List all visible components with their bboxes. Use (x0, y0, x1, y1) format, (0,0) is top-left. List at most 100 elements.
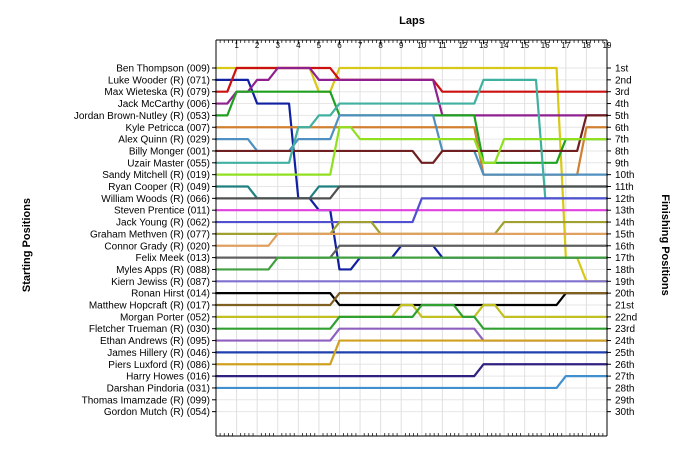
lap-tick-label: 14 (500, 41, 509, 50)
lap-tick-label: 3 (276, 41, 281, 50)
finish-position-label: 21st (615, 301, 634, 312)
driver-line (214, 303, 609, 318)
start-position-label: Steven Prentice (011) (114, 206, 210, 217)
x-axis-title: Laps (399, 15, 425, 27)
driver-line (214, 256, 609, 271)
start-position-label: Kiern Jewiss (R) (087) (111, 277, 210, 288)
finish-position-label: 8th (615, 146, 629, 157)
driver-line (214, 292, 609, 307)
start-position-label: Jack McCarthy (006) (118, 99, 210, 110)
driver-line (214, 339, 609, 366)
driver-line (214, 185, 609, 200)
start-position-label: Darshan Pindoria (031) (107, 383, 210, 394)
right-axis-title: Finishing Positions (659, 194, 671, 295)
finish-position-label: 22nd (615, 312, 637, 323)
start-position-label: Piers Luxford (R) (086) (108, 360, 210, 371)
finish-position-label: 2nd (615, 75, 632, 86)
driver-line (214, 232, 609, 247)
lap-tick-label: 19 (603, 41, 612, 50)
start-position-label: Harry Howes (016) (126, 372, 210, 383)
finish-position-label: 30th (615, 407, 634, 418)
driver-line (214, 126, 609, 176)
start-position-label: William Woods (R) (066) (101, 194, 210, 205)
start-position-label: Alex Quinn (R) (029) (118, 135, 210, 146)
finish-position-label: 9th (615, 158, 629, 169)
driver-line (214, 78, 609, 200)
lap-tick-label: 5 (317, 41, 322, 50)
lap-tick-label: 13 (479, 41, 488, 50)
driver-line (214, 375, 609, 390)
start-position-label: Billy Monger (001) (129, 146, 210, 157)
driver-line (214, 220, 609, 235)
finish-position-label: 11th (615, 182, 634, 193)
start-position-label: Sandy Mitchell (R) (019) (102, 170, 210, 181)
driver-line (214, 197, 609, 224)
driver-line (214, 303, 609, 330)
lap-tick-label: 7 (358, 41, 363, 50)
lap-tick-label: 16 (541, 41, 550, 50)
lap-tick-label: 10 (417, 41, 426, 50)
start-position-label: Jordan Brown-Nutley (R) (053) (74, 111, 210, 122)
driver-line (214, 66, 609, 117)
start-position-label: Gordon Mutch (R) (054) (104, 407, 210, 418)
finish-position-label: 14th (615, 218, 634, 229)
start-position-label: Ben Thompson (009) (116, 64, 210, 75)
finish-position-label: 16th (615, 241, 634, 252)
start-position-label: Ethan Andrews (R) (095) (100, 336, 210, 347)
finish-position-label: 24th (615, 336, 634, 347)
lap-tick-label: 11 (438, 41, 447, 50)
finish-position-label: 7th (615, 135, 629, 146)
finish-position-label: 10th (615, 170, 634, 181)
left-axis-title: Starting Positions (21, 198, 33, 292)
driver-line (214, 363, 609, 378)
lap-tick-label: 12 (458, 41, 467, 50)
start-position-label: Matthew Hopcraft (R) (017) (89, 301, 210, 312)
start-position-label: Fletcher Trueman (R) (030) (89, 324, 210, 335)
start-position-label: Luke Wooder (R) (071) (108, 75, 210, 86)
start-position-label: Felix Meek (013) (136, 253, 210, 264)
start-position-label: Ronan Hirst (014) (131, 289, 210, 300)
finish-position-label: 26th (615, 360, 634, 371)
lap-tick-label: 4 (296, 41, 301, 50)
start-position-label: Graham Methven (R) (077) (90, 229, 210, 240)
finish-position-label: 5th (615, 111, 629, 122)
driver-line (214, 185, 609, 200)
driver-line (214, 292, 609, 307)
finish-position-label: 1st (615, 64, 629, 75)
finish-position-label: 20th (615, 289, 634, 300)
finish-position-label: 18th (615, 265, 634, 276)
driver-line (214, 244, 609, 259)
lap-tick-label: 2 (255, 41, 260, 50)
driver-line (214, 327, 609, 342)
finish-position-label: 29th (615, 395, 634, 406)
finish-position-label: 4th (615, 99, 629, 110)
start-position-label: Thomas Imamzade (R) (099) (82, 395, 210, 406)
series-lines (214, 66, 609, 390)
finish-position-label: 15th (615, 229, 634, 240)
lap-tick-label: 8 (378, 41, 383, 50)
finish-position-label: 13th (615, 206, 634, 217)
finish-position-label: 6th (615, 123, 629, 134)
start-position-label: Uzair Master (055) (127, 158, 210, 169)
finish-position-label: 3rd (615, 87, 629, 98)
lap-tick-label: 6 (337, 41, 342, 50)
start-position-label: James Hillery (R) (046) (107, 348, 210, 359)
lap-tick-label: 15 (520, 41, 529, 50)
finish-position-label: 27th (615, 372, 634, 383)
finish-position-label: 28th (615, 383, 634, 394)
driver-line (214, 114, 609, 176)
start-position-label: Jack Young (R) (062) (116, 218, 210, 229)
lap-tick-label: 18 (582, 41, 591, 50)
start-position-label: Max Wieteska (R) (079) (104, 87, 210, 98)
start-position-label: Morgan Porter (052) (120, 312, 210, 323)
finish-position-label: 12th (615, 194, 634, 205)
lap-tick-label: 1 (234, 41, 239, 50)
finish-position-label: 23rd (615, 324, 635, 335)
lap-tick-label: 9 (399, 41, 404, 50)
lap-tick-label: 17 (561, 41, 570, 50)
start-position-label: Ryan Cooper (R) (049) (108, 182, 210, 193)
finish-position-label: 17th (615, 253, 634, 264)
